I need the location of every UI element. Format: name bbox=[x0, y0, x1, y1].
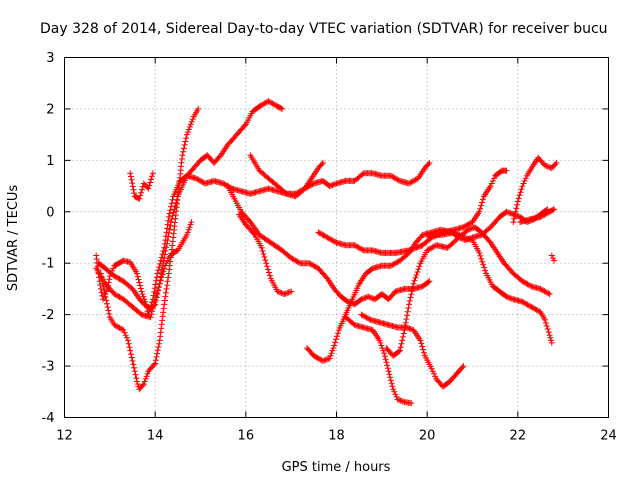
series-markers bbox=[358, 311, 467, 390]
series-arc-14 bbox=[424, 229, 555, 346]
series-arc-17 bbox=[548, 252, 558, 264]
series-arc-3 bbox=[95, 98, 286, 313]
series-arc-12 bbox=[358, 311, 467, 390]
y-tick-label: 3 bbox=[46, 51, 54, 66]
x-tick-label: 22 bbox=[510, 429, 527, 444]
series-markers bbox=[236, 211, 295, 298]
data-series bbox=[93, 98, 560, 407]
x-tick-label: 24 bbox=[600, 429, 617, 444]
x-tick-label: 20 bbox=[419, 429, 436, 444]
series-markers bbox=[127, 170, 156, 202]
axis-ticks bbox=[64, 57, 609, 418]
series-arc-4 bbox=[97, 105, 202, 393]
series-arc-16 bbox=[517, 206, 558, 226]
series-arc-11 bbox=[342, 314, 415, 407]
series-markers bbox=[517, 206, 558, 226]
grid-lines bbox=[64, 57, 609, 418]
series-markers bbox=[510, 154, 560, 226]
series-markers bbox=[224, 183, 433, 308]
series-arc-5 bbox=[127, 170, 156, 202]
x-axis-label: GPS time / hours bbox=[282, 460, 391, 475]
y-tick-label: -3 bbox=[42, 360, 55, 375]
x-tick-label: 14 bbox=[147, 429, 164, 444]
y-tick-label: 1 bbox=[46, 154, 54, 169]
y-tick-label: 2 bbox=[46, 102, 54, 117]
y-tick-label: -1 bbox=[42, 257, 55, 272]
chart-title: Day 328 of 2014, Sidereal Day-to-day VTE… bbox=[40, 21, 608, 37]
x-tick-label: 18 bbox=[328, 429, 345, 444]
series-markers bbox=[247, 152, 326, 200]
series-arc-15 bbox=[510, 154, 560, 226]
y-tick-label: -4 bbox=[42, 411, 55, 426]
series-arc-6 bbox=[236, 211, 295, 298]
series-markers bbox=[95, 98, 286, 313]
y-axis-label: SDTVAR / TECUs bbox=[6, 185, 21, 292]
series-markers bbox=[383, 224, 553, 359]
x-tick-label: 16 bbox=[238, 429, 255, 444]
series-markers bbox=[548, 252, 558, 264]
series-markers bbox=[342, 314, 415, 407]
series-markers bbox=[97, 105, 202, 393]
y-tick-label: 0 bbox=[46, 205, 54, 220]
series-arc-8 bbox=[224, 183, 433, 308]
series-markers bbox=[424, 229, 555, 346]
series-arc-7 bbox=[247, 152, 326, 200]
y-tick-label: -2 bbox=[42, 308, 55, 323]
series-arc-13 bbox=[383, 224, 553, 359]
x-tick-label: 12 bbox=[56, 429, 73, 444]
